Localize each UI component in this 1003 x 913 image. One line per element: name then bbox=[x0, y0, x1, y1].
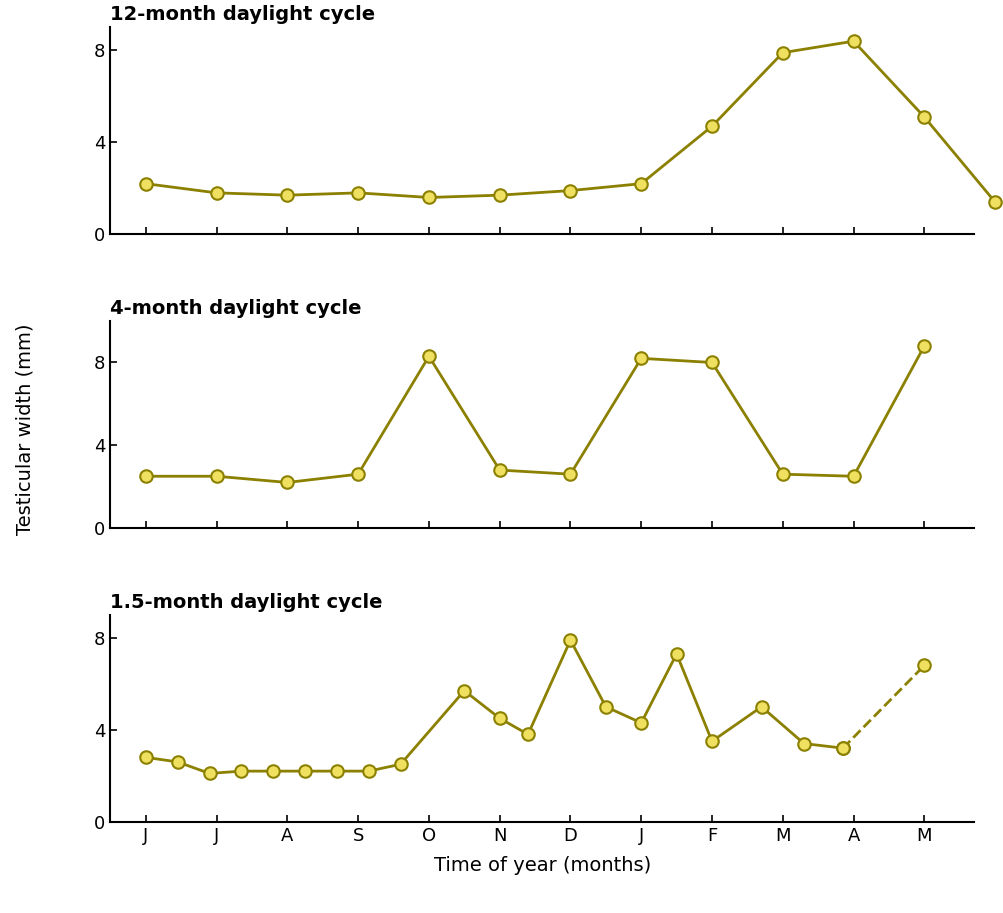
Text: 1.5-month daylight cycle: 1.5-month daylight cycle bbox=[110, 593, 382, 612]
Text: Testicular width (mm): Testicular width (mm) bbox=[16, 323, 34, 535]
X-axis label: Time of year (months): Time of year (months) bbox=[433, 855, 650, 875]
Text: 4-month daylight cycle: 4-month daylight cycle bbox=[110, 299, 361, 318]
Text: 12-month daylight cycle: 12-month daylight cycle bbox=[110, 5, 375, 25]
